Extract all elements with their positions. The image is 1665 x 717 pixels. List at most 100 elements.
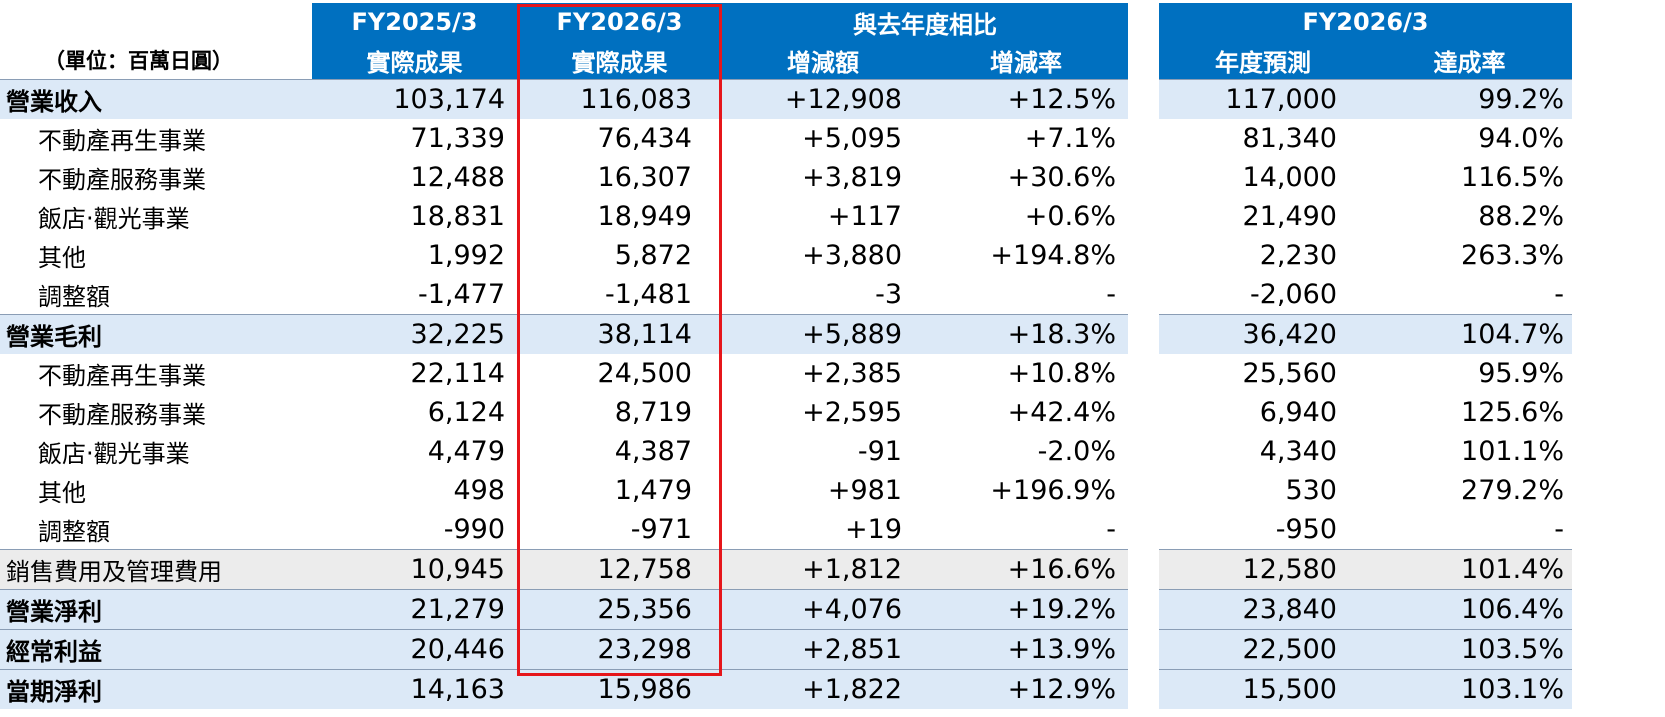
cell-act25: -990 — [312, 510, 517, 550]
cell-act25: 20,446 — [312, 629, 517, 670]
table-row: 銷售費用及管理費用 10,945 12,758 +1,812 +16.6% 12,580 1… — [0, 549, 1572, 590]
col-fy2025-year: FY2025/3 — [312, 3, 517, 41]
financial-table: （單位：百萬日圓） FY2025/3 FY2026/3 與去年度相比 FY202… — [0, 3, 1572, 709]
cell-fc: 117,000 — [1159, 79, 1367, 119]
cell-act26: 5,872 — [517, 236, 722, 275]
cell-rate: - — [924, 275, 1128, 315]
cell-ach: 95.9% — [1367, 354, 1572, 393]
cell-rate: +30.6% — [924, 158, 1128, 197]
row-label: 不動產再生事業 — [0, 119, 312, 158]
cell-diff: +3,819 — [722, 158, 924, 197]
cell-diff: -3 — [722, 275, 924, 315]
cell-ach: 103.5% — [1367, 629, 1572, 670]
cell-act25: 18,831 — [312, 197, 517, 236]
cell-act25: 21,279 — [312, 589, 517, 630]
cell-fc: 21,490 — [1159, 197, 1367, 236]
cell-act25: 71,339 — [312, 119, 517, 158]
cell-ach: - — [1367, 275, 1572, 315]
unit-label: （單位：百萬日圓） — [44, 49, 233, 73]
table-row: 當期淨利 14,163 15,986 +1,822 +12.9% 15,500 103.1% — [0, 669, 1572, 709]
table-row: 經常利益 20,446 23,298 +2,851 +13.9% 22,500 103.5% — [0, 629, 1572, 670]
cell-rate: +18.3% — [924, 314, 1128, 354]
table-row: 不動產服務事業 6,124 8,719 +2,595 +42.4% 6,940 125.6% — [0, 393, 1572, 432]
cell-fc: -950 — [1159, 510, 1367, 550]
cell-diff: +117 — [722, 197, 924, 236]
cell-act25: -1,477 — [312, 275, 517, 315]
cell-act26: 25,356 — [517, 589, 722, 630]
col-forecast-year: FY2026/3 — [1159, 3, 1572, 41]
cell-rate: +194.8% — [924, 236, 1128, 275]
cell-ach: 101.1% — [1367, 432, 1572, 471]
cell-act26: 76,434 — [517, 119, 722, 158]
col-rate-header: 增減率 — [924, 41, 1128, 80]
col-diff-header: 增減額 — [722, 41, 924, 80]
cell-ach: 94.0% — [1367, 119, 1572, 158]
cell-act26: 4,387 — [517, 432, 722, 471]
cell-diff: +5,889 — [722, 314, 924, 354]
cell-fc: 23,840 — [1159, 589, 1367, 630]
cell-rate: -2.0% — [924, 432, 1128, 471]
table-row: 其他 1,992 5,872 +3,880 +194.8% 2,230 263.3% — [0, 236, 1572, 275]
cell-diff: +3,880 — [722, 236, 924, 275]
cell-ach: 125.6% — [1367, 393, 1572, 432]
cell-fc: 25,560 — [1159, 354, 1367, 393]
cell-rate: +12.9% — [924, 669, 1128, 709]
cell-fc: 22,500 — [1159, 629, 1367, 670]
header-row-2: 實際成果 實際成果 增減額 增減率 年度預測 達成率 — [0, 41, 1572, 80]
cell-act25: 10,945 — [312, 549, 517, 590]
cell-fc: 6,940 — [1159, 393, 1367, 432]
cell-diff: +1,822 — [722, 669, 924, 709]
cell-diff: +19 — [722, 510, 924, 550]
table-row: 營業毛利 32,225 38,114 +5,889 +18.3% 36,420 104.7% — [0, 314, 1572, 354]
cell-rate: +16.6% — [924, 549, 1128, 590]
row-label: 營業毛利 — [0, 314, 312, 354]
cell-act26: 16,307 — [517, 158, 722, 197]
table-row: 不動產服務事業 12,488 16,307 +3,819 +30.6% 14,000 116… — [0, 158, 1572, 197]
cell-rate: +19.2% — [924, 589, 1128, 630]
col-achieve-header: 達成率 — [1367, 41, 1572, 80]
header-row-1: （單位：百萬日圓） FY2025/3 FY2026/3 與去年度相比 FY202… — [0, 3, 1572, 80]
cell-act26: -971 — [517, 510, 722, 550]
cell-act26: 116,083 — [517, 79, 722, 119]
cell-act25: 32,225 — [312, 314, 517, 354]
cell-diff: +5,095 — [722, 119, 924, 158]
cell-ach: - — [1367, 510, 1572, 550]
row-label: 銷售費用及管理費用 — [0, 549, 312, 590]
row-label: 經常利益 — [0, 629, 312, 670]
cell-act25: 22,114 — [312, 354, 517, 393]
cell-fc: 36,420 — [1159, 314, 1367, 354]
row-label: 其他 — [0, 236, 312, 275]
cell-act26: 15,986 — [517, 669, 722, 709]
row-label: 當期淨利 — [0, 669, 312, 709]
cell-rate: - — [924, 510, 1128, 550]
row-label: 不動產服務事業 — [0, 393, 312, 432]
table-row: 不動產再生事業 22,114 24,500 +2,385 +10.8% 25,560 95.… — [0, 354, 1572, 393]
cell-ach: 106.4% — [1367, 589, 1572, 630]
cell-fc: 14,000 — [1159, 158, 1367, 197]
cell-act26: -1,481 — [517, 275, 722, 315]
cell-ach: 116.5% — [1367, 158, 1572, 197]
row-label: 營業收入 — [0, 79, 312, 119]
cell-ach: 103.1% — [1367, 669, 1572, 709]
table-row: 不動產再生事業 71,339 76,434 +5,095 +7.1% 81,340 94.0… — [0, 119, 1572, 158]
table-row: 飯店‧觀光事業 4,479 4,387 -91 -2.0% 4,340 101.1% — [0, 432, 1572, 471]
cell-act26: 23,298 — [517, 629, 722, 670]
cell-diff: +2,385 — [722, 354, 924, 393]
row-label: 調整額 — [0, 510, 312, 550]
cell-act26: 1,479 — [517, 471, 722, 510]
cell-act26: 24,500 — [517, 354, 722, 393]
row-label: 營業淨利 — [0, 589, 312, 630]
cell-diff: +1,812 — [722, 549, 924, 590]
cell-ach: 104.7% — [1367, 314, 1572, 354]
col-fy2026-actual: 實際成果 — [517, 41, 722, 80]
cell-act26: 18,949 — [517, 197, 722, 236]
row-label: 不動產再生事業 — [0, 354, 312, 393]
cell-fc: 4,340 — [1159, 432, 1367, 471]
cell-fc: 15,500 — [1159, 669, 1367, 709]
cell-diff: +4,076 — [722, 589, 924, 630]
table-row: 飯店‧觀光事業 18,831 18,949 +117 +0.6% 21,490 88.2% — [0, 197, 1572, 236]
cell-fc: 12,580 — [1159, 549, 1367, 590]
row-label: 不動產服務事業 — [0, 158, 312, 197]
table-row: 調整額 -990 -971 +19- -950- — [0, 510, 1572, 550]
cell-act25: 4,479 — [312, 432, 517, 471]
